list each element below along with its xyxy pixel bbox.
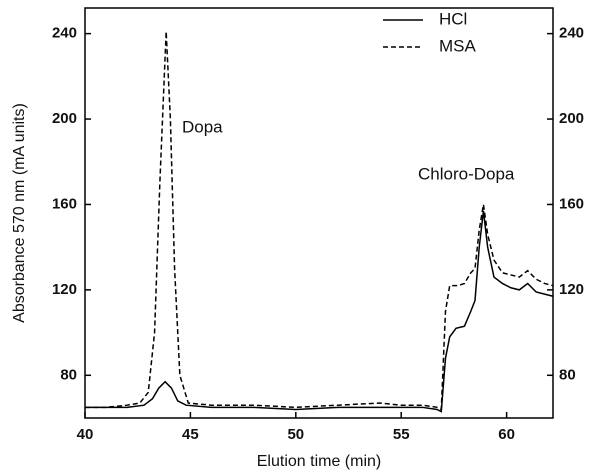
x-tick-label: 45 [182, 426, 199, 443]
y-tick-label: 240 [52, 25, 77, 42]
y-tick-label: 80 [60, 366, 77, 383]
y2-tick-label: 120 [559, 281, 584, 298]
x-tick-label: 50 [287, 426, 304, 443]
y-tick-label: 160 [52, 195, 77, 212]
x-axis-label: Elution time (min) [257, 453, 381, 470]
x-tick-label: 55 [393, 426, 410, 443]
line-series [85, 210, 554, 413]
legend-label: MSA [439, 36, 477, 55]
y-tick-label: 200 [52, 110, 77, 127]
legend-label: HCl [439, 9, 467, 28]
y2-tick-label: 200 [559, 110, 584, 127]
y-tick-label: 120 [52, 281, 77, 298]
y2-tick-label: 160 [559, 195, 584, 212]
plot-frame [84, 7, 554, 419]
annotation: Chloro-Dopa [418, 164, 515, 183]
y-axis-label: Absorbance 570 nm (mA units) [11, 103, 28, 323]
y2-tick-label: 80 [559, 366, 576, 383]
x-tick-label: 60 [498, 426, 515, 443]
annotation: Dopa [182, 117, 223, 136]
y2-tick-label: 240 [559, 25, 584, 42]
x-tick-label: 40 [77, 426, 94, 443]
